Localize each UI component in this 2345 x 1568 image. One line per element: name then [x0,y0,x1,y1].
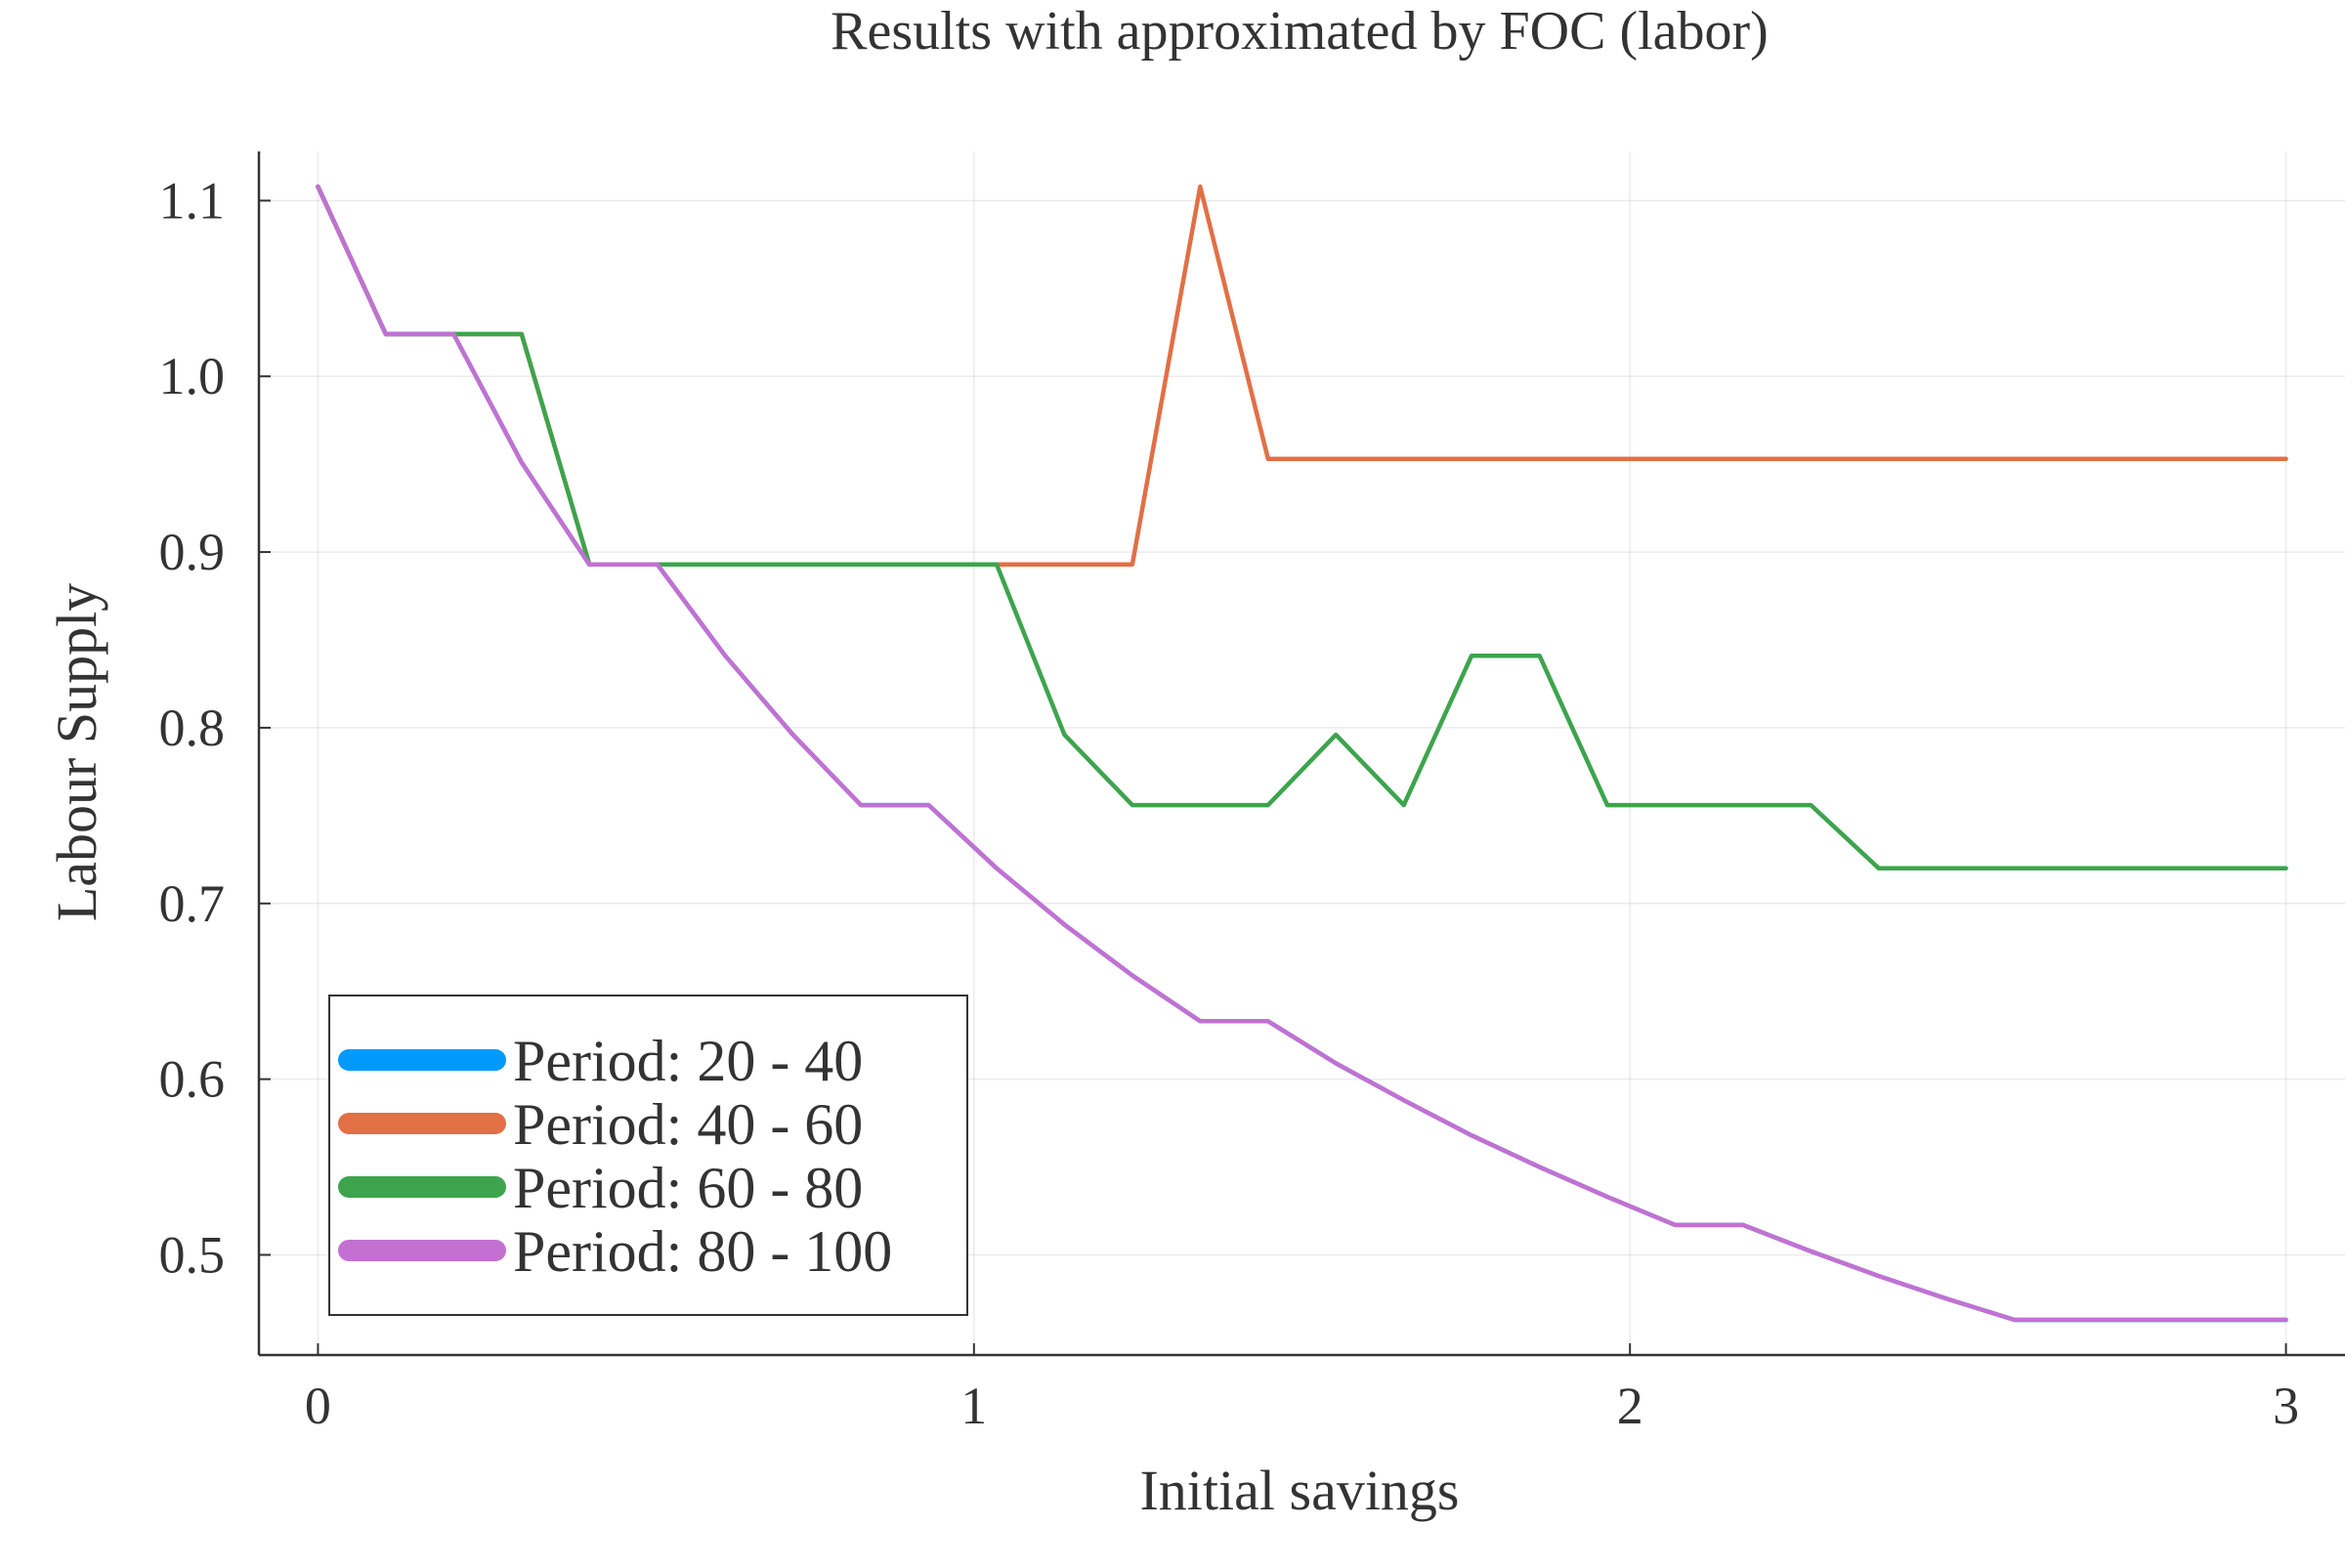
y-axis-label: Labour Supply [45,583,108,921]
y-ticks: 0.5 0.6 0.7 0.8 0.9 1.0 1.1 [159,171,271,1284]
series-lines [316,184,2288,1323]
x-ticks: 0 1 2 3 [305,1343,2299,1435]
series-line-3 [316,184,2288,871]
y-tick-label: 1.1 [159,171,226,230]
y-tick-label: 1.0 [159,347,226,405]
y-tick-label: 0.5 [159,1225,226,1284]
axes [257,151,2345,1357]
chart-title: Results with approximated by FOC (labor) [831,1,1769,62]
legend-label-2: Period: 40 - 60 [513,1092,863,1157]
legend-label-4: Period: 80 - 100 [513,1219,892,1284]
legend-label-1: Period: 20 - 40 [513,1029,863,1093]
x-tick-label: 3 [2273,1377,2299,1435]
legend-label-3: Period: 60 - 80 [513,1156,863,1220]
x-tick-label: 1 [960,1377,987,1435]
y-tick-label: 0.7 [159,874,226,933]
legend-box [328,995,968,1316]
x-tick-label: 0 [305,1377,331,1435]
series-line-2 [316,184,2288,567]
y-tick-label: 0.6 [159,1050,226,1109]
x-tick-label: 2 [1617,1377,1643,1435]
y-tick-label: 0.8 [159,699,226,757]
series-line-4 [316,184,2288,1323]
y-tick-label: 0.9 [159,523,226,581]
x-axis-label: Initial savings [1139,1459,1459,1522]
